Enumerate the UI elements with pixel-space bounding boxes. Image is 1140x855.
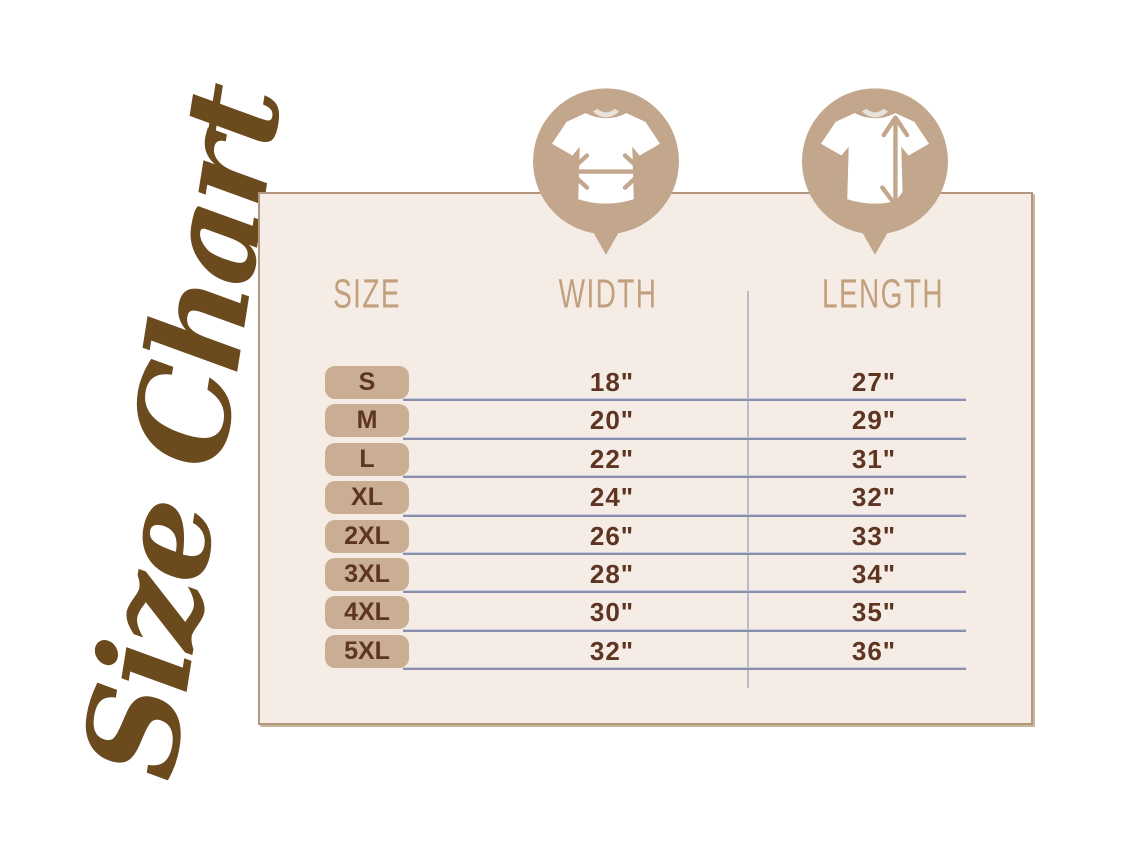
width-value: 30" xyxy=(589,597,635,628)
size-badge: 2XL xyxy=(325,519,409,553)
column-header-length: LENGTH xyxy=(822,271,944,317)
row-underline xyxy=(403,398,966,402)
width-value: 20" xyxy=(589,405,635,436)
length-value: 35" xyxy=(851,597,897,628)
row-underline xyxy=(403,628,966,632)
length-value: 32" xyxy=(851,482,897,513)
width-value: 22" xyxy=(589,443,635,474)
table-row: 5XL 32" 36" xyxy=(258,633,1029,671)
row-underline xyxy=(403,667,966,671)
tshirt-length-arrow-icon xyxy=(802,88,948,258)
size-badge: 3XL xyxy=(325,557,409,591)
column-divider xyxy=(747,291,749,688)
size-badge: XL xyxy=(325,481,409,515)
table-row: 2XL 26" 33" xyxy=(258,518,1029,556)
length-value: 33" xyxy=(851,520,897,551)
size-badge: 4XL xyxy=(325,596,409,630)
length-value: 34" xyxy=(851,558,897,589)
size-badge: S xyxy=(325,366,409,399)
table-row: 3XL 28" 34" xyxy=(258,556,1029,594)
size-badge: M xyxy=(325,404,409,438)
row-underline xyxy=(403,475,966,479)
width-value: 32" xyxy=(589,635,635,666)
size-badge: 5XL xyxy=(325,634,409,668)
row-underline xyxy=(403,590,966,594)
width-value: 28" xyxy=(589,558,635,589)
tshirt-width-arrow-icon xyxy=(533,88,679,258)
width-value: 24" xyxy=(589,482,635,513)
table-row: M 20" 29" xyxy=(258,402,1029,440)
size-badge: L xyxy=(325,442,409,476)
size-table: S 18" 27" M 20" 29" L 22" 31" XL 24" 32" 2XL 26" 33" 3X… xyxy=(258,364,1029,671)
table-row: XL 24" 32" xyxy=(258,479,1029,517)
column-header-width: WIDTH xyxy=(558,271,658,317)
length-value: 36" xyxy=(851,635,897,666)
table-row: S 18" 27" xyxy=(258,364,1029,402)
length-value: 29" xyxy=(851,405,897,436)
table-row: 4XL 30" 35" xyxy=(258,594,1029,632)
row-underline xyxy=(403,436,966,440)
table-row: L 22" 31" xyxy=(258,441,1029,479)
column-header-size: SIZE xyxy=(333,271,401,317)
length-value: 31" xyxy=(851,443,897,474)
width-value: 26" xyxy=(589,520,635,551)
row-underline xyxy=(403,551,966,555)
row-underline xyxy=(403,513,966,517)
width-value: 18" xyxy=(589,367,635,397)
length-value: 27" xyxy=(851,367,897,397)
